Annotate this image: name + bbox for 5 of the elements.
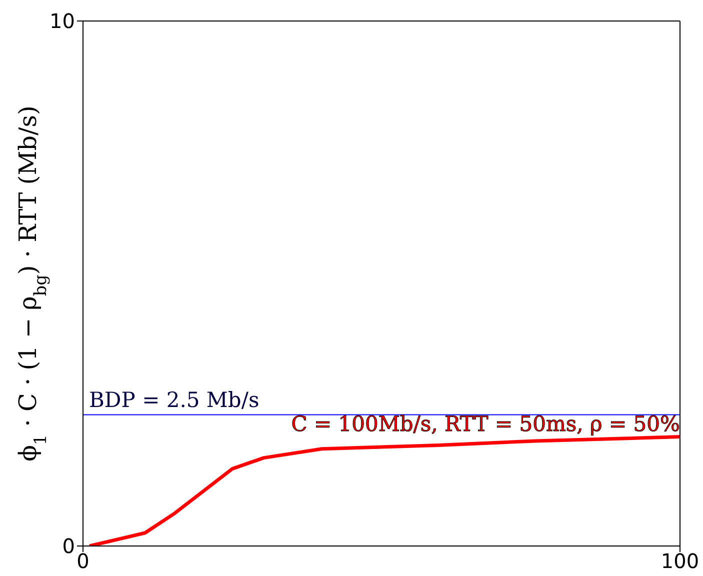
x-tick-label: 100 — [660, 549, 700, 574]
line-series — [88, 435, 680, 546]
ref-line-label: BDP = 2.5 Mb/s — [89, 388, 260, 412]
series-label: C = 100Mb/s, RTT = 50ms, ρ = 50% — [291, 412, 680, 436]
y-tick-label: 10 — [50, 9, 75, 34]
